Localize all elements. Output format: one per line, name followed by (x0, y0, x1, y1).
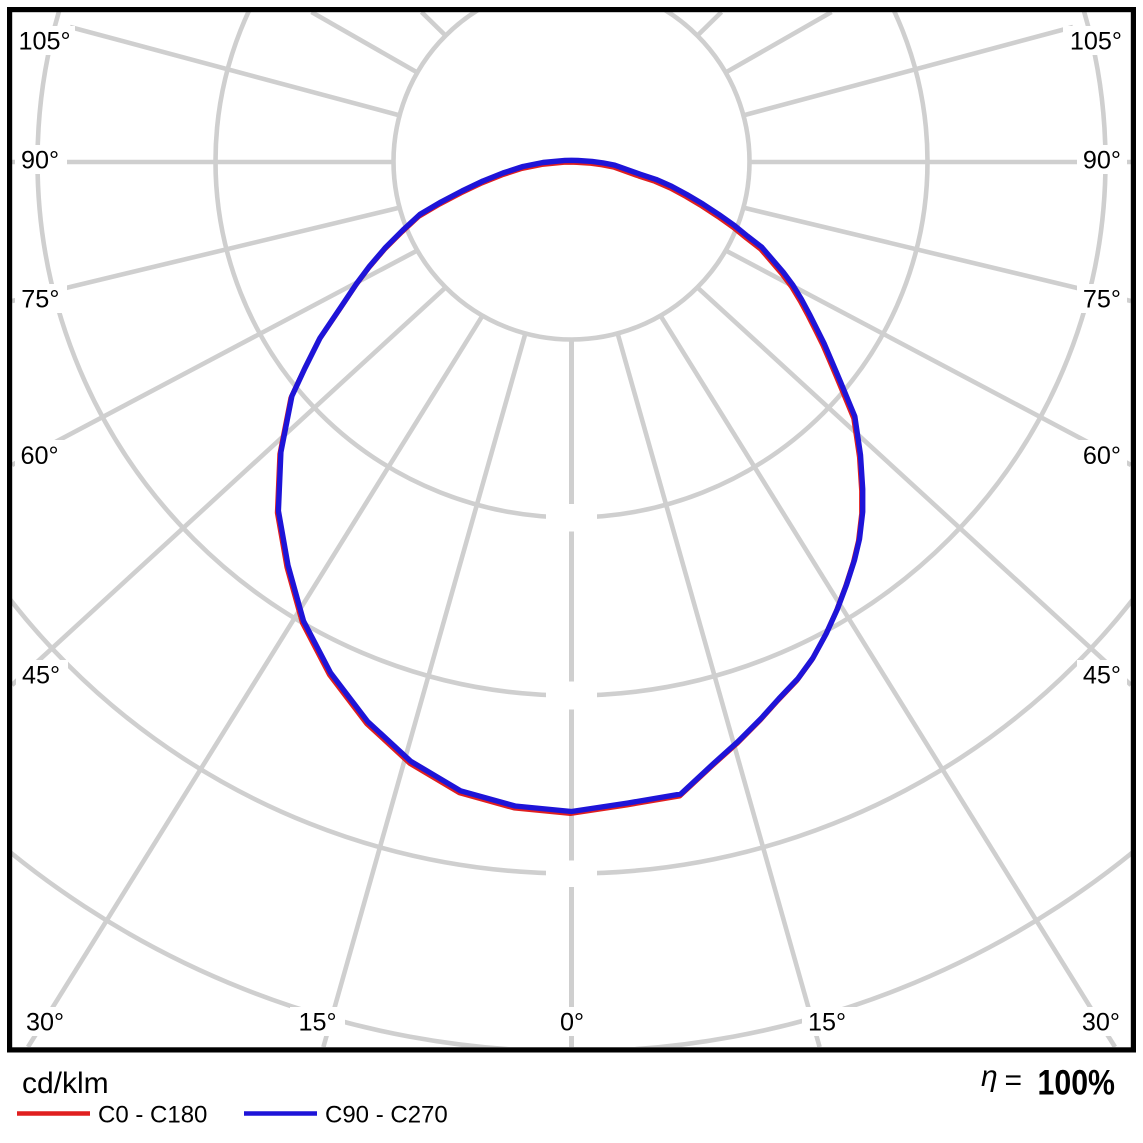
svg-text:60°: 60° (21, 442, 59, 470)
svg-text:90°: 90° (21, 147, 59, 175)
svg-text:60°: 60° (1083, 442, 1121, 470)
svg-text:15°: 15° (808, 1009, 846, 1037)
svg-text:η: η (981, 1060, 998, 1093)
svg-text:C90 - C270: C90 - C270 (325, 1102, 448, 1129)
svg-text:45°: 45° (22, 662, 60, 690)
svg-text:105°: 105° (1070, 28, 1122, 56)
svg-text:90°: 90° (1083, 147, 1121, 175)
svg-text:30°: 30° (26, 1009, 64, 1037)
svg-text:75°: 75° (1083, 286, 1121, 314)
svg-text:100%: 100% (1038, 1064, 1116, 1103)
svg-text:75°: 75° (21, 286, 59, 314)
svg-text:15°: 15° (298, 1009, 336, 1037)
svg-text:30°: 30° (1082, 1009, 1120, 1037)
svg-text:=: = (1005, 1064, 1023, 1097)
svg-text:45°: 45° (1083, 662, 1121, 690)
svg-text:cd/klm: cd/klm (22, 1067, 109, 1100)
svg-text:105°: 105° (19, 28, 71, 56)
svg-text:0°: 0° (560, 1009, 584, 1037)
svg-text:C0 - C180: C0 - C180 (98, 1102, 207, 1129)
